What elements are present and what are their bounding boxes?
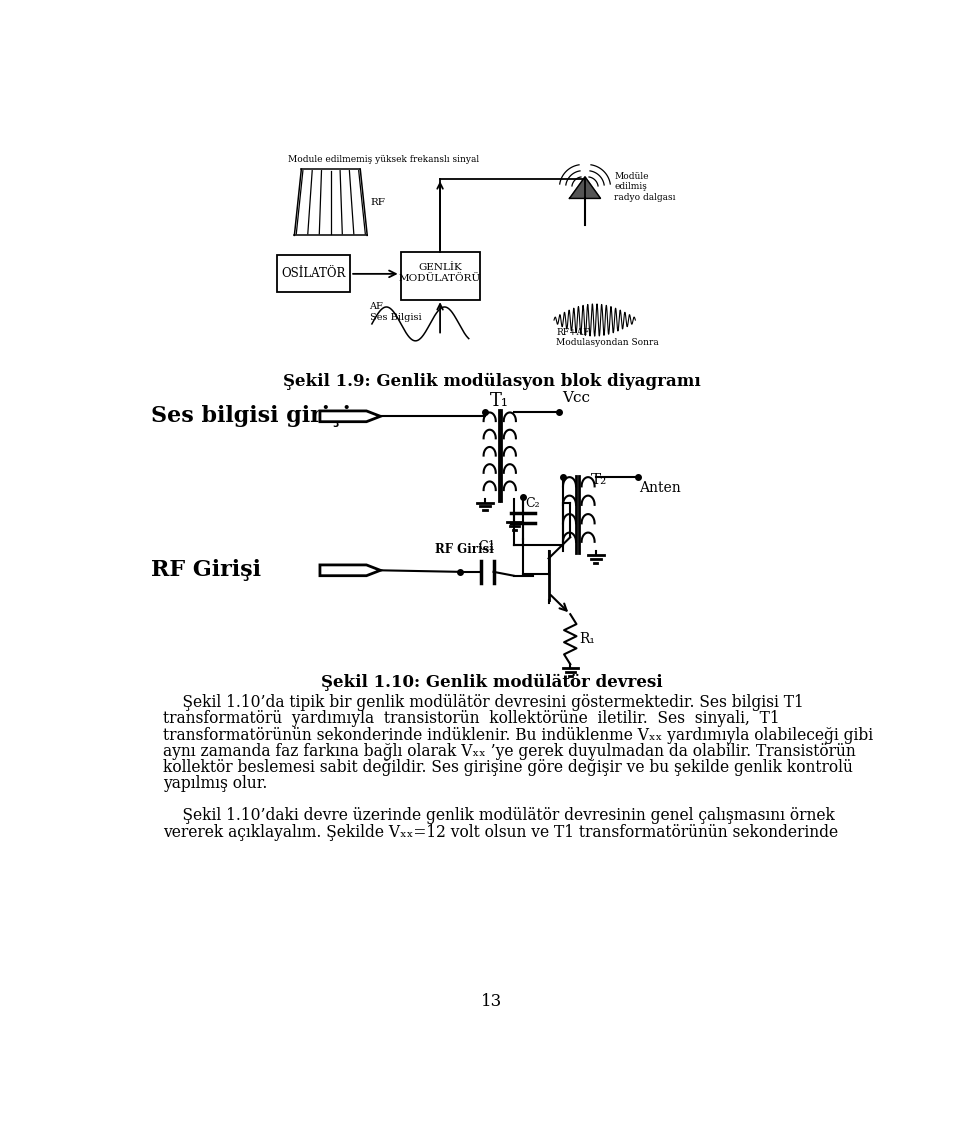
Text: Modüle
edilmiş
radyo dalgası: Modüle edilmiş radyo dalgası (614, 172, 676, 202)
Text: RF Girişi: RF Girişi (151, 559, 261, 580)
Text: 13: 13 (481, 993, 503, 1010)
Text: RF: RF (371, 197, 385, 206)
Bar (400, 252, 480, 300)
Text: Şekil 1.10’daki devre üzerinde genlik modülätör devresinin genel çalışmasını örn: Şekil 1.10’daki devre üzerinde genlik mo… (162, 807, 834, 824)
Text: GENLİK
MODÜLATÖRÜ: GENLİK MODÜLATÖRÜ (399, 263, 481, 283)
Text: C1: C1 (478, 539, 496, 553)
Text: R₁: R₁ (580, 633, 595, 646)
Text: yapılmış olur.: yapılmış olur. (162, 775, 267, 792)
Text: aynı zamanda faz farkına bağlı olarak Vₓₓ ’ye gerek duyulmadan da olabilir. Tran: aynı zamanda faz farkına bağlı olarak Vₓ… (162, 743, 855, 759)
Bar (276, 255, 350, 292)
Polygon shape (320, 565, 380, 576)
Text: RF Girisi: RF Girisi (435, 544, 493, 556)
Polygon shape (320, 410, 380, 422)
Text: Şekil 1.9: Genlik modülasyon blok diyagramı: Şekil 1.9: Genlik modülasyon blok diyagr… (283, 373, 701, 390)
Text: OSİLATÖR: OSİLATÖR (281, 268, 346, 280)
Text: Vcc: Vcc (563, 391, 590, 405)
Text: Module edilmemiş yüksek frekanslı sinyal: Module edilmemiş yüksek frekanslı sinyal (288, 155, 479, 164)
Text: T₁: T₁ (491, 392, 509, 410)
Text: C₂: C₂ (525, 497, 540, 511)
Text: Ses bilgisi girişi: Ses bilgisi girişi (151, 405, 351, 426)
Text: RF+AF
Modulasyondan Sonra: RF+AF Modulasyondan Sonra (557, 327, 660, 347)
Text: Şekil 1.10: Genlik modülätör devresi: Şekil 1.10: Genlik modülätör devresi (322, 674, 662, 692)
Text: AF
Ses Bilgisi: AF Ses Bilgisi (370, 302, 421, 321)
Text: vererek açıklayalım. Şekilde Vₓₓ=12 volt olsun ve T1 transformatörünün sekonderi: vererek açıklayalım. Şekilde Vₓₓ=12 volt… (162, 823, 838, 840)
Text: Şekil 1.10’da tipik bir genlik modülätör devresini göstermektedir. Ses bilgisi T: Şekil 1.10’da tipik bir genlik modülätör… (162, 694, 804, 711)
Text: T₂: T₂ (591, 473, 608, 487)
Text: Anten: Anten (639, 481, 681, 495)
Text: kollektör beslemesi sabit değildir. Ses girişine göre değişir ve bu şekilde genl: kollektör beslemesi sabit değildir. Ses … (162, 759, 852, 776)
Polygon shape (569, 177, 601, 198)
Text: transformatörü  yardımıyla  transistorün  kollektörüne  iletilir.  Ses  sinyali,: transformatörü yardımıyla transistorün k… (162, 710, 780, 727)
Text: transformatörünün sekonderinde indüklenir. Bu indüklenme Vₓₓ yardımıyla olabilec: transformatörünün sekonderinde indükleni… (162, 726, 873, 743)
